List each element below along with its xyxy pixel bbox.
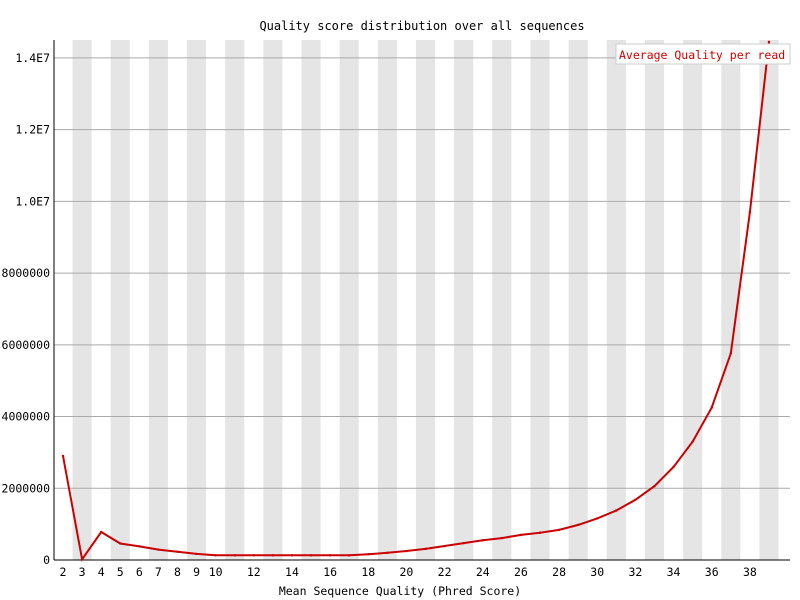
data-point <box>386 551 389 555</box>
data-point <box>176 550 179 553</box>
legend: Average Quality per read <box>615 43 791 65</box>
data-point <box>348 554 351 557</box>
band-11 <box>225 40 245 560</box>
chart-title: Quality score distribution over all sequ… <box>259 19 584 33</box>
x-tick-label: 3 <box>79 565 86 579</box>
data-point <box>80 558 84 561</box>
plot-background-bands <box>72 40 779 560</box>
legend-box <box>615 43 791 65</box>
band-39 <box>759 40 779 560</box>
band-37 <box>721 40 741 560</box>
series-line-average-quality <box>62 41 770 562</box>
data-point <box>538 531 542 534</box>
x-tick-label: 5 <box>117 565 124 579</box>
data-point <box>290 554 294 557</box>
x-tick-label: 10 <box>209 565 223 579</box>
band-35 <box>683 40 703 560</box>
data-point <box>309 554 313 557</box>
y-tick-label: 1.0E7 <box>15 194 50 208</box>
data-point <box>138 545 141 548</box>
y-tick-label: 8000000 <box>2 266 51 280</box>
data-point <box>252 554 255 557</box>
data-point <box>233 554 236 557</box>
x-tick-label: 20 <box>400 565 414 579</box>
band-15 <box>301 40 321 560</box>
data-point <box>767 40 771 43</box>
band-33 <box>644 40 665 560</box>
data-point <box>557 528 561 532</box>
data-point <box>481 539 484 542</box>
x-tick-label: 14 <box>285 565 299 579</box>
x-tick-label: 4 <box>98 565 105 579</box>
x-tick-label: 28 <box>552 565 566 579</box>
series-points <box>61 40 771 561</box>
band-19 <box>377 40 397 560</box>
data-point <box>653 484 656 488</box>
x-tick-label: 24 <box>476 565 490 579</box>
data-point <box>424 547 427 551</box>
x-tick-label: 18 <box>361 565 375 579</box>
x-tick-label: 34 <box>667 565 681 579</box>
band-31 <box>606 40 626 560</box>
band-7 <box>148 40 168 560</box>
x-tick-label: 2 <box>60 565 67 579</box>
band-5 <box>110 40 130 560</box>
data-point <box>519 533 523 537</box>
x-tick-label: 32 <box>628 565 642 579</box>
data-point <box>634 498 637 501</box>
data-point <box>195 552 198 556</box>
band-13 <box>263 40 283 560</box>
x-axis-label: Mean Sequence Quality (Phred Score) <box>279 584 521 598</box>
data-point <box>405 549 408 553</box>
data-point <box>61 454 65 458</box>
y-tick-labels: 0 2000000 4000000 6000000 8000000 1.0E7 1.2E7 1… <box>2 51 51 567</box>
data-point <box>596 517 599 520</box>
data-point <box>328 554 332 557</box>
data-point <box>99 530 103 534</box>
y-tick-label: 4000000 <box>2 410 51 424</box>
x-tick-label: 7 <box>155 565 162 579</box>
data-point <box>615 509 618 512</box>
data-point <box>500 536 504 540</box>
data-point <box>729 352 732 355</box>
x-tick-label: 26 <box>514 565 528 579</box>
y-tick-label: 6000000 <box>2 338 51 352</box>
data-point <box>710 406 713 409</box>
x-tick-labels: 2 3 4 5 6 7 8 9 10 12 14 16 18 20 22 24 26 28 30 32 34 36 38 <box>60 565 757 579</box>
legend-label: Average Quality per read <box>619 48 785 62</box>
x-tick-label: 6 <box>136 565 143 579</box>
data-point <box>214 554 217 557</box>
data-point <box>748 210 752 214</box>
band-21 <box>415 40 436 560</box>
band-3 <box>72 40 92 560</box>
y-tick-label: 2000000 <box>2 481 51 495</box>
x-tick-label: 9 <box>193 565 200 579</box>
data-point <box>443 544 446 548</box>
band-29 <box>568 40 588 560</box>
x-tick-label: 8 <box>174 565 181 579</box>
band-23 <box>454 40 474 560</box>
band-25 <box>492 40 512 560</box>
x-tick-label: 36 <box>705 565 719 579</box>
band-17 <box>339 40 359 560</box>
data-point <box>271 554 275 557</box>
y-tick-label: 0 <box>43 553 50 567</box>
band-9 <box>187 40 207 560</box>
x-tick-label: 30 <box>590 565 604 579</box>
data-point <box>157 548 160 551</box>
x-tick-label: 22 <box>438 565 452 579</box>
data-point <box>672 465 675 468</box>
data-point <box>367 553 370 556</box>
x-tick-label: 16 <box>323 565 337 579</box>
data-point <box>691 440 694 443</box>
data-point <box>119 542 122 545</box>
band-27 <box>530 40 550 560</box>
y-tick-label: 1.4E7 <box>15 51 50 65</box>
x-tick-label: 38 <box>743 565 757 579</box>
y-tick-label: 1.2E7 <box>15 123 50 137</box>
x-tick-label: 12 <box>247 565 261 579</box>
data-point <box>576 523 580 527</box>
data-point <box>462 541 465 545</box>
